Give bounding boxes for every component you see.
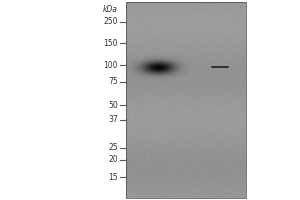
Text: 25: 25 <box>108 144 118 152</box>
Text: 100: 100 <box>103 60 118 70</box>
Text: 50: 50 <box>108 100 118 110</box>
Text: 150: 150 <box>103 38 118 47</box>
Bar <box>126 2 246 198</box>
Text: 37: 37 <box>108 116 118 124</box>
Text: 20: 20 <box>108 156 118 164</box>
Text: 75: 75 <box>108 77 118 86</box>
Text: kDa: kDa <box>103 5 118 15</box>
Text: 250: 250 <box>103 18 118 26</box>
Text: 15: 15 <box>108 172 118 182</box>
